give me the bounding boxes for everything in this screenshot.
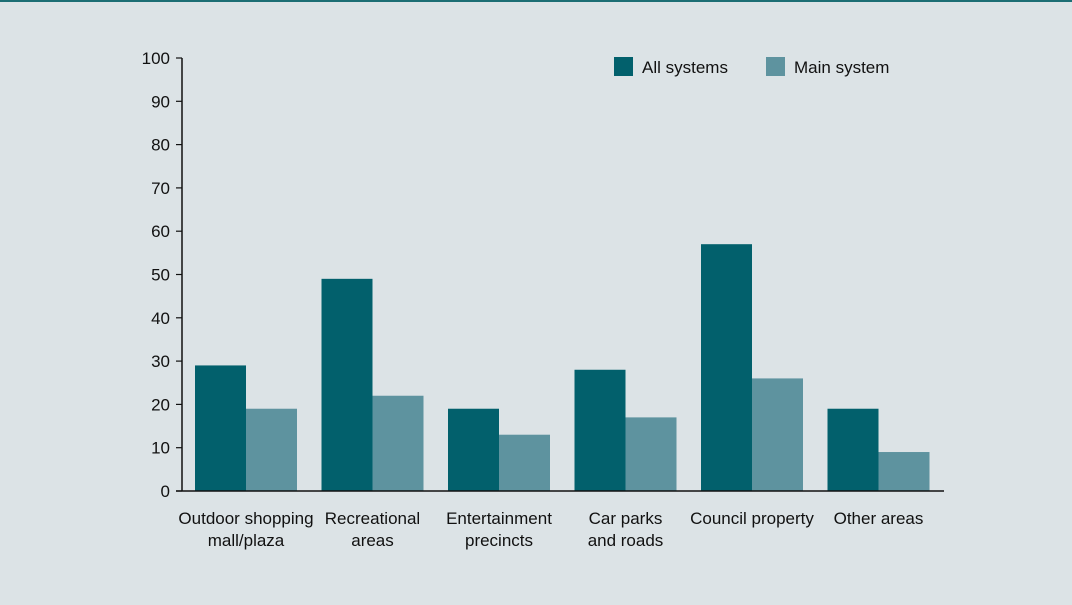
bar-main-system xyxy=(499,434,550,491)
y-tick-label: 80 xyxy=(151,136,170,155)
bar-main-system xyxy=(625,417,677,491)
y-tick-label: 30 xyxy=(151,352,170,371)
x-category-label: Recreational areas xyxy=(325,509,420,550)
x-category-label: Outdoor shopping mall/plaza xyxy=(178,509,313,550)
x-category-label: Car parks and roads xyxy=(588,509,664,550)
bar-all-systems xyxy=(195,365,246,491)
bar-main-system xyxy=(246,408,297,491)
legend-label: Main system xyxy=(794,58,889,77)
y-tick-label: 0 xyxy=(161,482,170,501)
x-category-label: Council property xyxy=(690,509,814,528)
bars xyxy=(195,244,930,491)
bar-all-systems xyxy=(574,369,626,491)
bar-main-system xyxy=(752,378,803,491)
bar-all-systems xyxy=(827,408,879,491)
bar-all-systems xyxy=(701,244,752,491)
y-tick-label: 50 xyxy=(151,266,170,285)
bar-main-system xyxy=(372,395,424,491)
y-axis-ticks: 0 10 20 30 40 50 60 70 80 90 100 xyxy=(142,49,182,501)
y-tick-label: 100 xyxy=(142,49,170,68)
top-rule xyxy=(0,0,1072,2)
legend-swatch xyxy=(614,57,633,76)
bar-all-systems xyxy=(321,278,373,491)
legend-label: All systems xyxy=(642,58,728,77)
y-tick-label: 90 xyxy=(151,92,170,111)
y-tick-label: 70 xyxy=(151,179,170,198)
x-category-label: Other areas xyxy=(834,509,924,528)
x-category-label: Entertainment precincts xyxy=(446,509,552,550)
legend: All systems Main system xyxy=(614,57,889,77)
y-tick-label: 40 xyxy=(151,309,170,328)
y-tick-label: 20 xyxy=(151,395,170,414)
y-tick-label: 60 xyxy=(151,222,170,241)
x-axis-labels: Outdoor shopping mall/plaza Recreational ar… xyxy=(178,509,923,550)
y-tick-label: 10 xyxy=(151,439,170,458)
bar-all-systems xyxy=(448,408,499,491)
legend-swatch xyxy=(766,57,785,76)
bar-main-system xyxy=(878,452,930,491)
